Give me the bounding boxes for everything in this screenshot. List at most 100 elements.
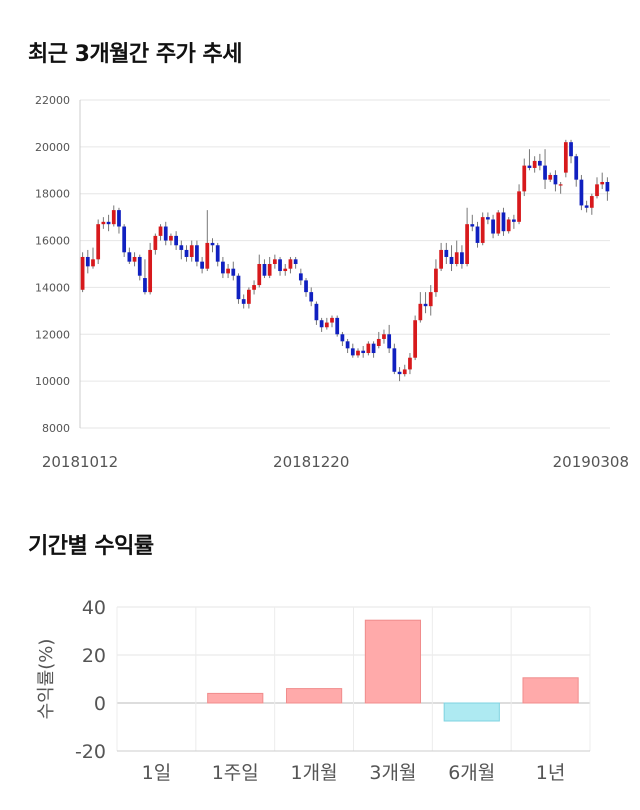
candle-body <box>122 226 127 253</box>
candle-body <box>153 235 158 250</box>
price-trend-title: 최근 3개월간 주가 추세 <box>28 42 242 67</box>
candle-body <box>106 221 111 225</box>
candle-body <box>408 357 412 370</box>
candle-body <box>537 160 542 166</box>
x-tick-label: 20190308 <box>553 453 629 471</box>
candle-body <box>330 317 334 323</box>
y-tick-label: -20 <box>75 741 106 763</box>
candle-body <box>491 219 495 234</box>
candle-body <box>205 242 210 269</box>
x-tick-label: 1일 <box>142 762 172 784</box>
x-tick-label: 6개월 <box>448 762 495 784</box>
candle-body <box>532 160 537 168</box>
candle-body <box>137 256 142 276</box>
candle-body <box>148 249 153 293</box>
x-tick-label: 1주일 <box>212 762 259 784</box>
candle-body <box>553 174 558 185</box>
candle-body <box>402 369 407 375</box>
candle-body <box>247 289 251 304</box>
x-tick-label: 20181220 <box>273 453 349 471</box>
candle-body <box>252 285 256 290</box>
candle-body <box>605 182 610 192</box>
candle-body <box>501 212 506 232</box>
y-tick-label: 40 <box>82 597 106 619</box>
candle-body <box>366 343 371 354</box>
candle-body <box>293 259 298 264</box>
candle-body <box>143 278 147 293</box>
x-tick-label: 1년 <box>536 762 566 784</box>
candle-body <box>423 303 428 307</box>
candle-body <box>174 235 178 246</box>
y-tick-label: 0 <box>94 693 106 715</box>
candle-body <box>512 219 516 222</box>
y-tick-label: 12000 <box>35 328 70 341</box>
y-tick-label: 20000 <box>35 141 70 154</box>
candle-body <box>548 174 553 180</box>
candle-body <box>475 226 480 243</box>
y-axis-label: 수익률(%) <box>36 639 57 720</box>
candle-body <box>267 264 272 276</box>
candle-body <box>324 322 329 328</box>
price-candlestick-chart: 22000 20000 18000 16000 14000 12000 10000 8000 2… <box>35 94 629 471</box>
candle-body <box>80 256 85 290</box>
candle-body <box>434 268 438 293</box>
x-tick-label: 3개월 <box>369 762 416 784</box>
return-bar <box>364 619 422 704</box>
candle-body <box>231 268 236 276</box>
candle-body <box>563 142 568 173</box>
y-tick-label: 10000 <box>35 375 70 388</box>
candle-body <box>169 235 173 241</box>
candle-body <box>569 142 573 157</box>
candle-body <box>449 256 454 264</box>
x-tick-label: 20181012 <box>42 453 118 471</box>
candle-body <box>314 303 319 321</box>
candle-body <box>272 259 277 264</box>
candle-body <box>319 320 324 328</box>
candle-body <box>439 249 443 269</box>
candle-body <box>278 259 282 272</box>
candle-body <box>283 268 288 272</box>
candle-body <box>480 217 485 243</box>
candle-body <box>413 320 418 358</box>
candle-body <box>376 338 381 346</box>
candle-body <box>200 261 204 269</box>
candle-body <box>304 280 308 293</box>
candle-body <box>506 219 511 232</box>
candle-body <box>460 252 464 264</box>
candle-body <box>309 292 314 302</box>
candle-body <box>163 226 168 241</box>
candle-body <box>91 259 95 267</box>
candle-body <box>486 217 490 220</box>
candle-body <box>189 245 194 257</box>
candle-body <box>589 196 594 208</box>
candle-body <box>241 299 246 304</box>
candle-body <box>101 221 106 225</box>
candle-body <box>132 256 137 262</box>
candle-body <box>257 264 262 286</box>
x-tick-label: 1개월 <box>291 762 338 784</box>
candle-body <box>465 224 469 264</box>
candle-body <box>356 350 360 356</box>
candle-body <box>361 350 366 354</box>
candle-body <box>226 268 230 274</box>
candle-body <box>522 165 527 192</box>
candle-body <box>262 264 267 276</box>
y-tick-label: 18000 <box>35 188 70 201</box>
candle-body <box>600 182 605 185</box>
candle-body <box>397 371 402 375</box>
candle-body <box>382 334 386 339</box>
candle-body <box>444 249 449 257</box>
candle-body <box>96 224 101 260</box>
candle-body <box>335 317 340 335</box>
y-tick-label: 22000 <box>35 94 70 107</box>
candle-body <box>454 252 459 264</box>
candle-body <box>210 242 215 246</box>
candle-body <box>179 245 184 250</box>
candle-body <box>127 252 132 262</box>
candle-body <box>298 273 303 281</box>
candle-body <box>558 184 563 186</box>
candle-body <box>288 259 293 269</box>
return-bar <box>285 688 343 704</box>
candle-body <box>158 226 163 236</box>
